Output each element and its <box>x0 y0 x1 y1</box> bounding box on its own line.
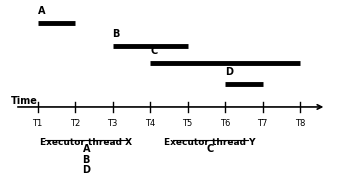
Text: T6: T6 <box>220 119 230 128</box>
Text: T5: T5 <box>183 119 193 128</box>
Text: B: B <box>112 29 120 39</box>
Text: C: C <box>206 144 214 154</box>
Text: D: D <box>82 165 90 175</box>
Text: D: D <box>225 67 233 77</box>
Text: Time: Time <box>11 96 38 106</box>
Text: T1: T1 <box>32 119 43 128</box>
Text: T3: T3 <box>107 119 118 128</box>
Text: T2: T2 <box>70 119 80 128</box>
Text: A: A <box>38 6 45 16</box>
Text: T4: T4 <box>145 119 155 128</box>
Text: B: B <box>82 155 90 165</box>
Text: C: C <box>150 46 157 56</box>
Text: T8: T8 <box>295 119 305 128</box>
Text: Executor thread Y: Executor thread Y <box>164 138 256 146</box>
Text: A: A <box>82 144 90 154</box>
Text: T7: T7 <box>257 119 268 128</box>
Text: Executor thread X: Executor thread X <box>40 138 132 146</box>
